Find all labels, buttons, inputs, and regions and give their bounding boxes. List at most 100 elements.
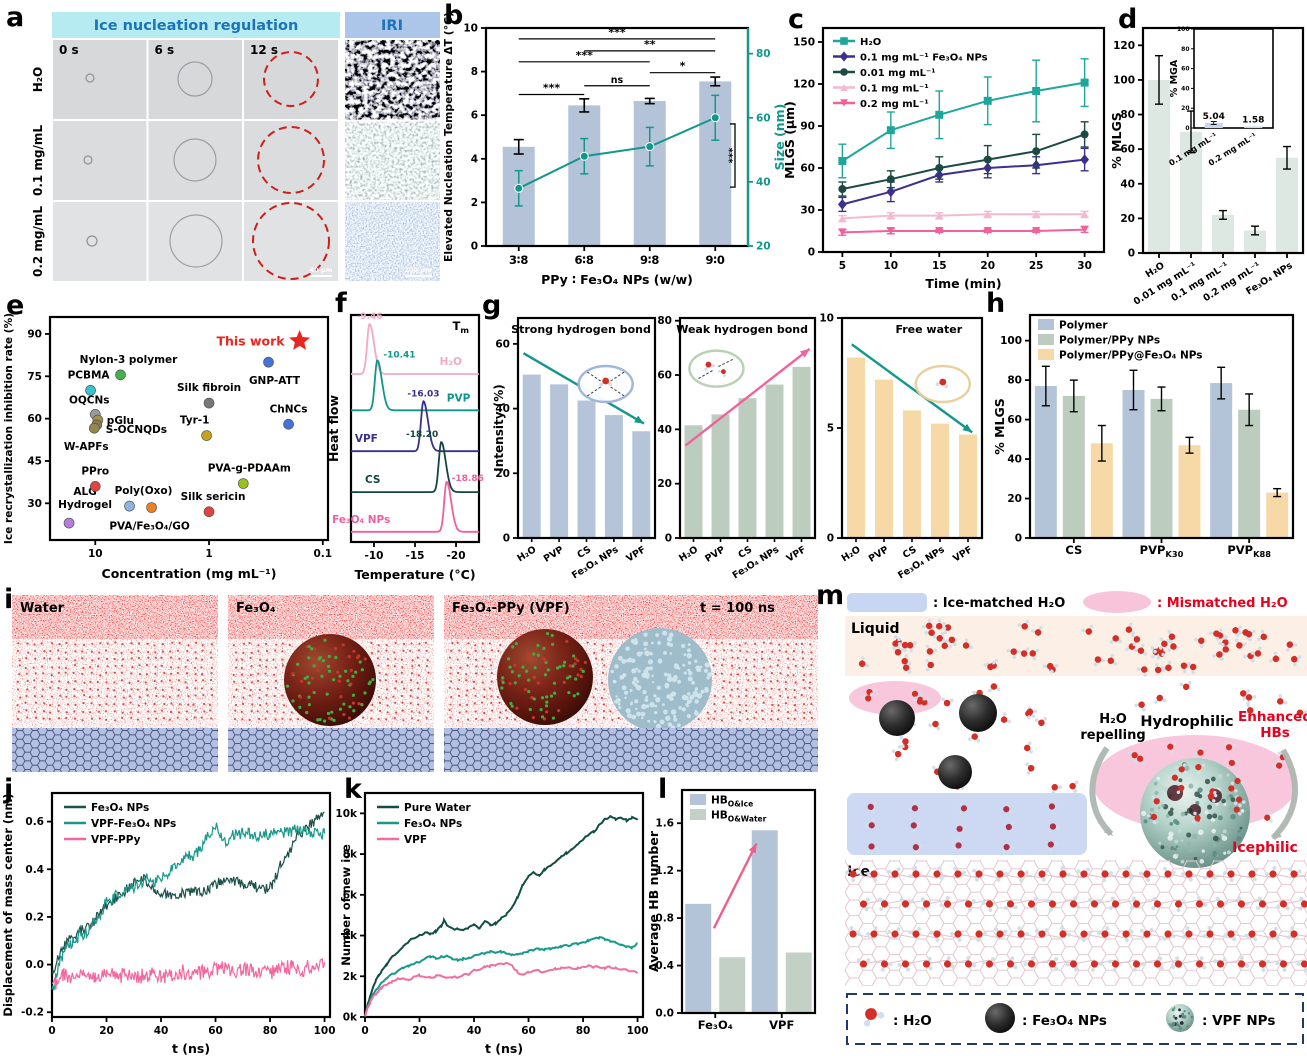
svg-text:Tyr-1: Tyr-1	[180, 415, 210, 427]
svg-text:90: 90	[800, 121, 815, 133]
panel-label-j: j	[4, 774, 14, 805]
svg-text:Intensity (%): Intensity (%)	[492, 384, 506, 471]
svg-text:H₂O: H₂O	[440, 356, 462, 368]
svg-text:20: 20	[756, 241, 771, 253]
svg-text:60: 60	[1120, 144, 1135, 156]
svg-text:6 s: 6 s	[155, 43, 175, 57]
svg-text:Tm: Tm	[453, 319, 469, 335]
svg-text:30: 30	[800, 205, 815, 217]
svg-text:Enhanced: Enhanced	[1238, 709, 1307, 725]
svg-text:45: 45	[27, 455, 42, 467]
svg-text:Fe₃O₄ NPs: Fe₃O₄ NPs	[332, 514, 390, 526]
svg-text:0.8: 0.8	[655, 913, 674, 925]
panel-label-g: g	[482, 290, 502, 321]
svg-text:t (ns): t (ns)	[485, 1041, 523, 1056]
svg-text:H₂O: H₂O	[840, 544, 863, 564]
svg-text:Water: Water	[20, 601, 65, 616]
svg-text:: H₂O: : H₂O	[893, 1013, 932, 1029]
svg-text:VPF: VPF	[951, 544, 974, 564]
svg-text:10: 10	[463, 23, 478, 35]
svg-text:80: 80	[263, 1025, 278, 1037]
svg-text:40: 40	[467, 1025, 482, 1037]
svg-text:Concentration (mg mL⁻¹): Concentration (mg mL⁻¹)	[102, 566, 277, 581]
svg-text:VPF: VPF	[404, 834, 427, 846]
svg-text:6: 6	[471, 110, 478, 122]
svg-text:0: 0	[1185, 125, 1189, 132]
svg-text:0: 0	[808, 247, 815, 259]
svg-text:: Fe₃O₄ NPs: : Fe₃O₄ NPs	[1022, 1013, 1107, 1029]
svg-text:4k: 4k	[343, 930, 358, 942]
svg-text:Hydrogel: Hydrogel	[58, 499, 112, 511]
svg-text:100: 100	[1000, 335, 1022, 347]
svg-text:9∶8: 9∶8	[640, 253, 659, 267]
svg-text:PPy ∶ Fe₃O₄ NPs (w/w): PPy ∶ Fe₃O₄ NPs (w/w)	[541, 272, 693, 287]
chart-h-svg: 0 20 40 60 80 100 CS PVPK30 PVPK88 Polymer Polymer…	[992, 313, 1295, 559]
svg-text:PVA/Fe₃O₄/GO: PVA/Fe₃O₄/GO	[109, 521, 190, 533]
chart-f-svg: -10 -15 -20 -9.46 H₂O -10.41 PVP -16.03 VPF -18.2…	[326, 312, 484, 582]
svg-text:PVP: PVP	[867, 544, 891, 565]
svg-text:10k: 10k	[335, 808, 358, 820]
svg-text:0.1 mg mL⁻¹ Fe₃O₄ NPs: 0.1 mg mL⁻¹ Fe₃O₄ NPs	[860, 52, 988, 63]
svg-text:IRI: IRI	[381, 18, 403, 34]
svg-text:pGlu: pGlu	[107, 415, 134, 427]
chart-f-dsc: -10 -15 -20 -9.46 H₂O -10.41 PVP -16.03 VPF -18.2…	[326, 292, 500, 592]
chart-b-nucleation-temp: 0 2 4 6 8 10 *** ns * *** ** *** 20 40 60 80 *** 3∶8 6∶8 9∶…	[440, 4, 792, 287]
chart-c-svg: 0 30 60 90 120 150 5 10 15 20 25 30 H₂O 0.1 mg mL⁻¹ F…	[782, 26, 1106, 291]
svg-text:0.1: 0.1	[313, 548, 332, 560]
svg-text:Fe₃O₄: Fe₃O₄	[236, 601, 276, 616]
svg-text:60: 60	[657, 370, 672, 382]
svg-text:0.0: 0.0	[25, 959, 44, 971]
chart-g-free-water: 0 5 10 H₂O PVP CS Fe₃O₄ NPs VPF Free water	[819, 292, 990, 592]
svg-text:40: 40	[154, 1025, 169, 1037]
svg-text:ChNCs: ChNCs	[270, 403, 308, 415]
svg-text:Elevated Nucleation Temperatur: Elevated Nucleation Temperature ΔT (°C)	[442, 12, 455, 262]
svg-text:100: 100	[627, 1025, 649, 1037]
panel-label-i: i	[4, 584, 14, 615]
svg-text:1.6: 1.6	[655, 818, 674, 830]
svg-text:PVP: PVP	[447, 392, 471, 404]
svg-text:Ice nucleation regulation: Ice nucleation regulation	[94, 18, 299, 34]
panel-label-a: a	[6, 2, 25, 33]
svg-text:Number of new ice: Number of new ice	[339, 844, 353, 966]
svg-text:H₂O: H₂O	[1144, 260, 1167, 280]
svg-text:*: *	[680, 60, 686, 73]
svg-text:75: 75	[27, 371, 42, 383]
svg-text:PVPK88: PVPK88	[1227, 543, 1271, 559]
svg-text:5: 5	[839, 260, 846, 272]
svg-text:H₂O: H₂O	[31, 67, 45, 93]
panel-label-b: b	[444, 0, 464, 31]
svg-text:5: 5	[827, 423, 834, 435]
svg-text:60: 60	[521, 1025, 536, 1037]
svg-text:% MLGS: % MLGS	[1109, 112, 1124, 169]
svg-text:0.2: 0.2	[25, 911, 44, 923]
svg-text:-18.86: -18.86	[452, 474, 484, 484]
panel-i-svg: Water Fe₃O₄ Fe₃O₄-PPy (VPF) t = 100 ns	[12, 595, 818, 772]
svg-text:0: 0	[1015, 533, 1022, 545]
svg-text:8: 8	[471, 66, 478, 78]
svg-text:30: 30	[27, 498, 42, 510]
svg-text:PVPK30: PVPK30	[1140, 543, 1184, 559]
svg-text:Polymer/PPy@Fe₃O₄ NPs: Polymer/PPy@Fe₃O₄ NPs	[1059, 350, 1203, 362]
panel-label-k: k	[344, 774, 362, 805]
svg-text:6∶8: 6∶8	[575, 253, 594, 267]
svg-text:0: 0	[1128, 248, 1135, 260]
svg-text:120: 120	[1113, 40, 1135, 52]
svg-text:9∶0: 9∶0	[706, 253, 725, 267]
chart-k-new-ice: 0k 2k 4k 6k 8k 10k 0 20 40 60 80 100 Pure Water Fe₃O₄…	[335, 775, 658, 1056]
svg-text:% MGA: % MGA	[1169, 59, 1180, 97]
svg-text:60: 60	[756, 112, 771, 124]
svg-text:% MLGS: % MLGS	[992, 398, 1007, 455]
svg-text:Weak hydrogen bond: Weak hydrogen bond	[676, 323, 808, 336]
svg-text:Nylon-3 polymer: Nylon-3 polymer	[80, 354, 178, 366]
svg-text:ns: ns	[611, 75, 624, 86]
svg-text:100: 100	[314, 1025, 336, 1037]
svg-text:-20: -20	[447, 550, 466, 562]
svg-text:1.2: 1.2	[655, 865, 674, 877]
svg-text:60: 60	[495, 338, 510, 350]
svg-text:***: ***	[723, 148, 734, 164]
